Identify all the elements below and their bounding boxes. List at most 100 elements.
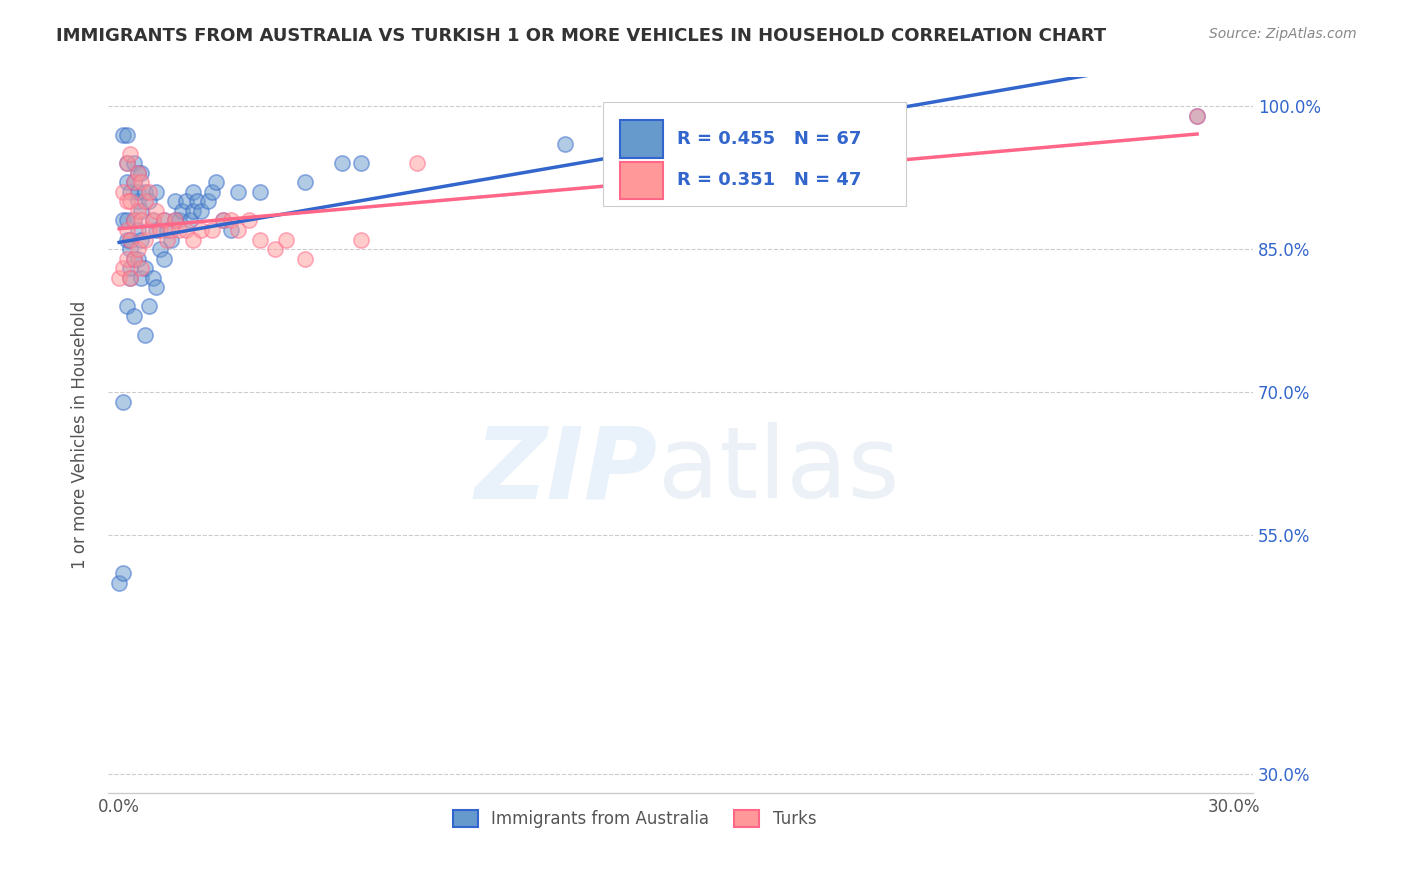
FancyBboxPatch shape xyxy=(620,161,664,199)
Point xyxy=(156,233,179,247)
Point xyxy=(174,223,197,237)
Point xyxy=(149,242,172,256)
Point xyxy=(134,327,156,342)
Point xyxy=(122,156,145,170)
Point xyxy=(134,261,156,276)
Point xyxy=(120,146,142,161)
Text: atlas: atlas xyxy=(658,422,900,519)
Point xyxy=(122,213,145,227)
Point xyxy=(122,309,145,323)
Point xyxy=(190,223,212,237)
Point xyxy=(350,233,373,247)
Point xyxy=(179,213,201,227)
Point xyxy=(122,252,145,266)
Point xyxy=(115,194,138,209)
Point xyxy=(122,175,145,189)
Point xyxy=(183,233,205,247)
Point xyxy=(219,213,242,227)
Point xyxy=(249,233,271,247)
Point xyxy=(108,575,131,590)
Point xyxy=(115,233,138,247)
FancyBboxPatch shape xyxy=(620,120,664,158)
Point xyxy=(131,213,153,227)
Point xyxy=(163,213,186,227)
Point xyxy=(405,156,427,170)
Point xyxy=(145,280,167,294)
Point xyxy=(350,156,373,170)
Point xyxy=(120,261,142,276)
Point xyxy=(134,194,156,209)
Point xyxy=(127,252,149,266)
Point xyxy=(167,223,190,237)
Point xyxy=(138,299,160,313)
Point xyxy=(1185,109,1208,123)
Point xyxy=(127,194,149,209)
Point xyxy=(122,252,145,266)
Point xyxy=(127,242,149,256)
Point xyxy=(142,270,165,285)
Point xyxy=(152,213,174,227)
Point xyxy=(127,166,149,180)
Point xyxy=(108,270,131,285)
Point xyxy=(172,203,194,218)
Point xyxy=(226,223,249,237)
Point xyxy=(163,213,186,227)
Point xyxy=(115,156,138,170)
Point xyxy=(152,213,174,227)
Point xyxy=(219,223,242,237)
Point xyxy=(294,252,316,266)
Point xyxy=(294,175,316,189)
Point xyxy=(111,566,134,581)
Point xyxy=(160,233,183,247)
Point xyxy=(197,194,219,209)
Point xyxy=(174,194,197,209)
Point xyxy=(120,233,142,247)
Point xyxy=(156,223,179,237)
Point xyxy=(149,223,172,237)
Point xyxy=(111,185,134,199)
Point xyxy=(131,175,153,189)
Point xyxy=(142,213,165,227)
Point xyxy=(264,242,287,256)
Point xyxy=(120,185,142,199)
Point xyxy=(127,185,149,199)
Point xyxy=(131,233,153,247)
Legend: Immigrants from Australia, Turks: Immigrants from Australia, Turks xyxy=(446,803,823,834)
Point xyxy=(167,213,190,227)
Point xyxy=(160,223,183,237)
Point xyxy=(120,270,142,285)
Point xyxy=(120,233,142,247)
Point xyxy=(131,203,153,218)
Point xyxy=(330,156,353,170)
Point xyxy=(212,213,235,227)
Point xyxy=(201,185,224,199)
Point xyxy=(111,128,134,142)
Point xyxy=(122,213,145,227)
Point xyxy=(127,223,149,237)
Point xyxy=(201,223,224,237)
Point xyxy=(145,185,167,199)
Point xyxy=(276,233,298,247)
Point xyxy=(152,252,174,266)
Point xyxy=(145,223,167,237)
Text: IMMIGRANTS FROM AUSTRALIA VS TURKISH 1 OR MORE VEHICLES IN HOUSEHOLD CORRELATION: IMMIGRANTS FROM AUSTRALIA VS TURKISH 1 O… xyxy=(56,27,1107,45)
Point xyxy=(554,137,576,152)
Point xyxy=(1185,109,1208,123)
Point xyxy=(122,175,145,189)
Point xyxy=(249,185,271,199)
Point xyxy=(131,261,153,276)
Point xyxy=(163,194,186,209)
Point xyxy=(238,213,260,227)
Y-axis label: 1 or more Vehicles in Household: 1 or more Vehicles in Household xyxy=(72,301,89,569)
Point xyxy=(115,128,138,142)
Point xyxy=(190,203,212,218)
Point xyxy=(115,223,138,237)
Point xyxy=(183,203,205,218)
Point xyxy=(183,185,205,199)
Point xyxy=(134,185,156,199)
Point xyxy=(226,185,249,199)
Point xyxy=(120,194,142,209)
Point xyxy=(115,299,138,313)
Point xyxy=(145,203,167,218)
Point xyxy=(131,270,153,285)
